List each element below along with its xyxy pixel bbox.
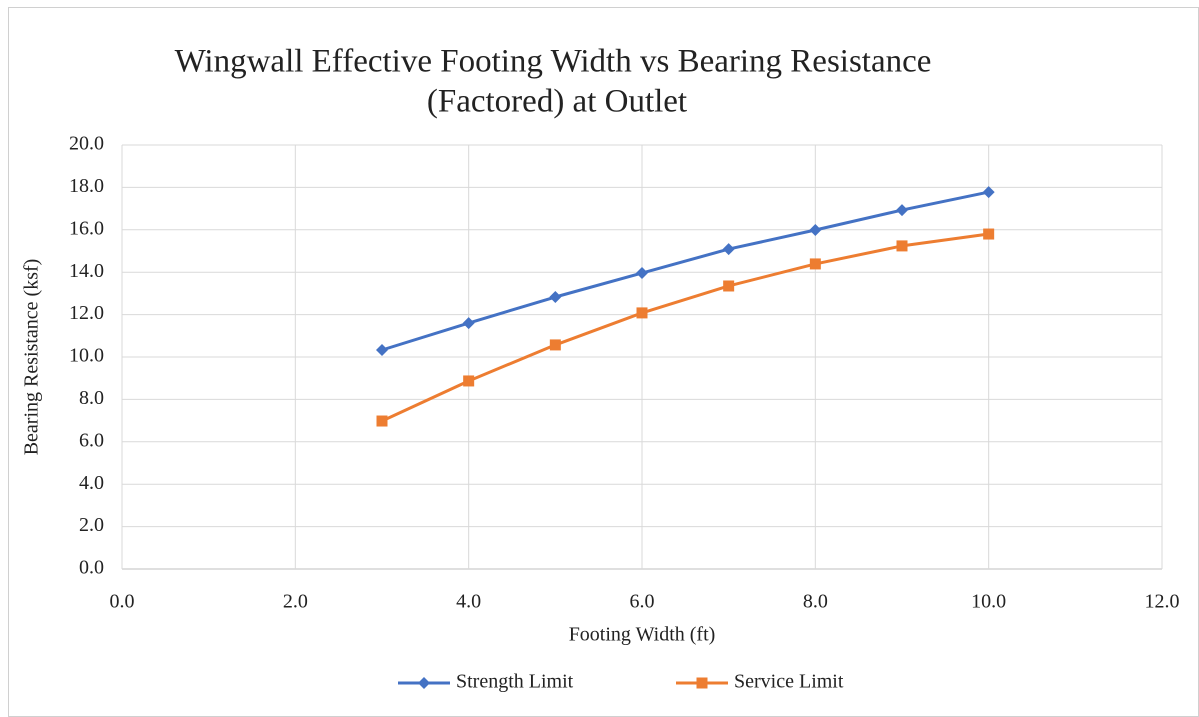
- data-point: [809, 224, 822, 237]
- legend-label: Strength Limit: [456, 671, 574, 693]
- x-tick-label: 6.0: [630, 591, 655, 613]
- legend-marker: [696, 677, 708, 689]
- x-tick-label: 12.0: [1145, 591, 1180, 613]
- data-point: [809, 258, 821, 270]
- data-point: [376, 344, 388, 357]
- data-point: [722, 243, 735, 256]
- data-point: [462, 317, 475, 330]
- data-point: [723, 280, 735, 292]
- x-tick-label: 2.0: [283, 591, 308, 613]
- chart-title: Wingwall Effective Footing Width vs Bear…: [175, 44, 932, 80]
- chart-title: (Factored) at Outlet: [427, 84, 687, 120]
- series-line: [381, 232, 989, 423]
- data-point: [896, 240, 908, 252]
- legend-marker: [418, 677, 430, 689]
- series-line: [381, 190, 989, 352]
- x-axis-label: Footing Width (ft): [569, 624, 716, 646]
- data-point: [549, 339, 561, 351]
- x-tick-label: 4.0: [456, 591, 481, 613]
- data-point: [376, 415, 388, 427]
- y-tick-label: 10.0: [69, 345, 104, 367]
- chart-border: [8, 7, 1199, 717]
- y-tick-label: 16.0: [69, 217, 104, 239]
- y-tick-label: 6.0: [79, 429, 104, 451]
- data-point: [549, 291, 562, 304]
- y-tick-label: 0.0: [79, 557, 104, 579]
- data-point: [983, 228, 995, 240]
- y-tick-label: 18.0: [69, 175, 104, 197]
- x-tick-label: 0.0: [110, 591, 135, 613]
- y-axis-label: Bearing Resistance (ksf): [21, 259, 43, 456]
- data-point: [463, 375, 475, 387]
- data-point: [636, 307, 648, 319]
- x-tick-label: 10.0: [971, 591, 1006, 613]
- y-tick-label: 12.0: [69, 302, 104, 324]
- y-tick-label: 2.0: [79, 514, 104, 536]
- data-point: [636, 267, 648, 280]
- x-tick-label: 8.0: [803, 591, 828, 613]
- y-tick-label: 4.0: [79, 472, 104, 494]
- legend-label: Service Limit: [734, 671, 844, 693]
- data-point: [982, 186, 995, 199]
- y-tick-label: 14.0: [69, 260, 104, 282]
- y-tick-label: 20.0: [69, 133, 104, 155]
- data-point: [896, 204, 908, 217]
- y-tick-label: 8.0: [79, 387, 104, 409]
